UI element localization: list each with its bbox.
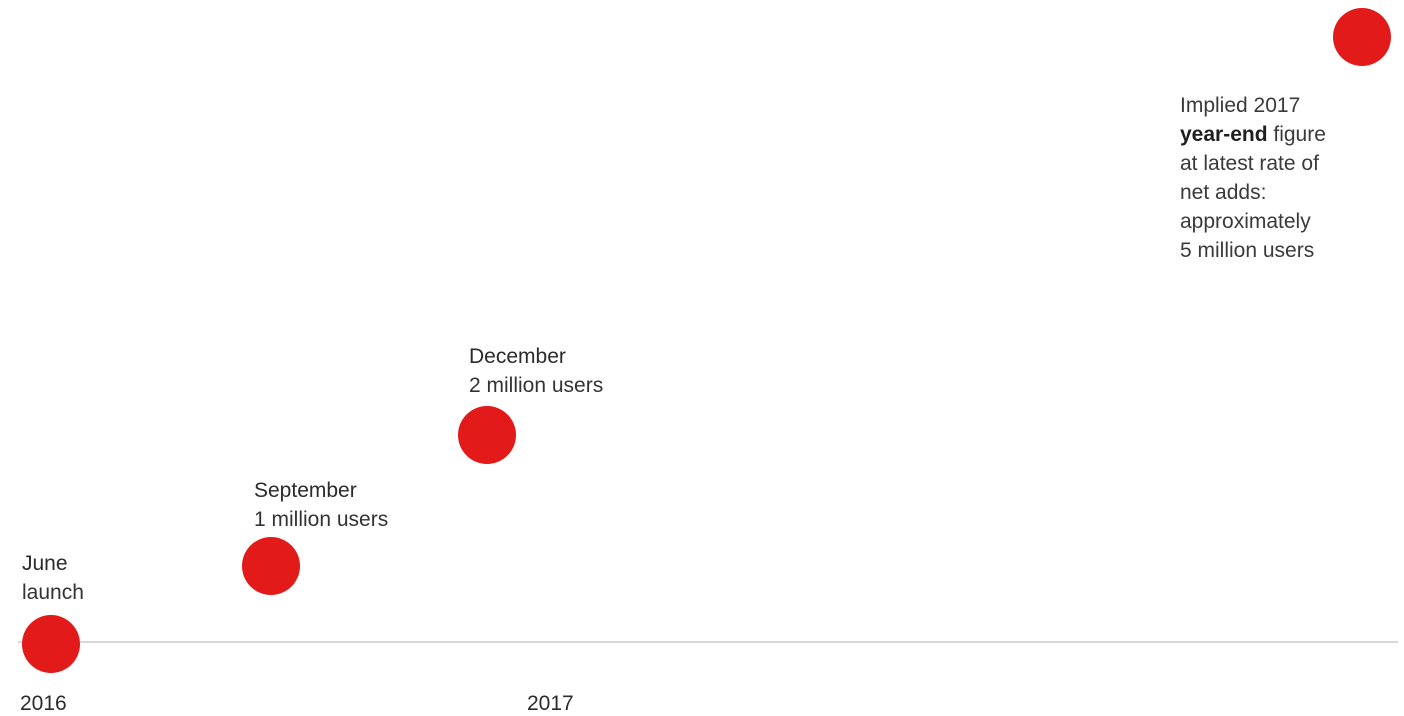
projection-emphasis: year-end	[1180, 123, 1268, 146]
projection-line: year-end figure	[1180, 120, 1390, 149]
point-label-june: June launch	[22, 549, 84, 607]
point-detail: 2 million users	[469, 374, 604, 397]
x-tick-label-2017: 2017	[527, 692, 574, 715]
point-heading: December	[469, 345, 566, 368]
point-heading: September	[254, 479, 357, 502]
point-label-december: December 2 million users	[469, 342, 603, 400]
point-label-september: September 1 million users	[254, 476, 388, 534]
point-detail: 1 million users	[254, 508, 389, 531]
projection-line: approximately	[1180, 210, 1311, 233]
x-tick-label-2016: 2016	[20, 692, 67, 715]
timeline-point-2016-09	[242, 537, 300, 595]
projection-line: at latest rate of	[1180, 152, 1319, 175]
timeline-point-2016-12	[458, 406, 516, 464]
point-heading: June	[22, 552, 68, 575]
projection-note: Implied 2017 year-end figure at latest r…	[1180, 91, 1390, 265]
timeline-point-2016-06	[22, 615, 80, 673]
projection-line: Implied 2017	[1180, 94, 1301, 117]
projection-line-rest: figure	[1267, 123, 1326, 146]
point-detail: launch	[22, 581, 84, 604]
timeline-point-2017-12	[1333, 8, 1391, 66]
projection-line: 5 million users	[1180, 239, 1315, 262]
projection-line: net adds:	[1180, 181, 1267, 204]
